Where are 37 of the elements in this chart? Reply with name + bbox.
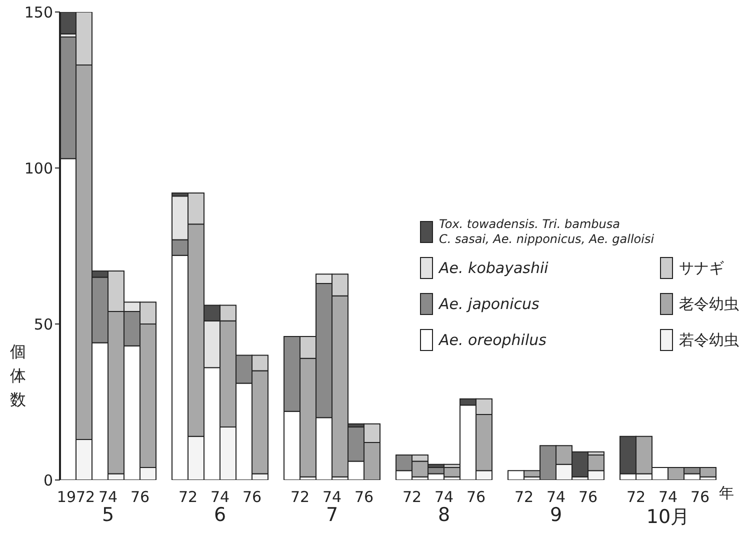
x-tick-label: 74 <box>434 488 454 506</box>
legend-label: 老令幼虫 <box>679 294 740 314</box>
legend-label: Ae. japonicus <box>439 294 540 312</box>
x-tick-label: 1972 <box>56 488 96 506</box>
x-tick-label: 76 <box>242 488 262 506</box>
x-tick-label: 76 <box>354 488 374 506</box>
x-tick-label: 74 <box>546 488 566 506</box>
x-tick-label: 72 <box>514 488 534 506</box>
x-tick-label: 76 <box>130 488 150 506</box>
legend-label: Tox. towadensis. Tri. bambusa C. sasai, Ae. nipponicus, Ae. galloisi <box>439 217 654 247</box>
text: 10月 <box>646 506 690 528</box>
legend-label: Ae. oreophilus <box>439 330 546 348</box>
x-tick-label: 72 <box>402 488 422 506</box>
legend-label: サナギ <box>679 258 724 278</box>
y-tick-label: 150 <box>24 3 53 22</box>
text: 5 <box>102 504 114 526</box>
legend-label: Ae. kobayashii <box>439 258 548 276</box>
text: 8 <box>438 504 450 526</box>
text: 6 <box>214 504 226 526</box>
x-tick-label: 72 <box>178 488 198 506</box>
x-tick-label: 76 <box>690 488 710 506</box>
y-tick-label: 100 <box>24 159 53 178</box>
x-tick-label: 72 <box>626 488 646 506</box>
x-tick-label: 72 <box>290 488 310 506</box>
y-tick-label: 0 <box>43 471 53 490</box>
y-axis-title: 個体数 <box>9 341 27 411</box>
text: 7 <box>326 504 338 526</box>
x-tick-label: 76 <box>578 488 598 506</box>
text: 9 <box>550 504 562 526</box>
x-tick-label: 76 <box>466 488 486 506</box>
x-tick-label: 74 <box>210 488 230 506</box>
x-tick-label: 74 <box>658 488 678 506</box>
legend-label: 若令幼虫 <box>679 330 740 350</box>
text: 年 <box>719 484 734 503</box>
x-tick-label: 74 <box>322 488 342 506</box>
x-tick-label: 74 <box>98 488 118 506</box>
y-tick-label: 50 <box>34 315 53 334</box>
